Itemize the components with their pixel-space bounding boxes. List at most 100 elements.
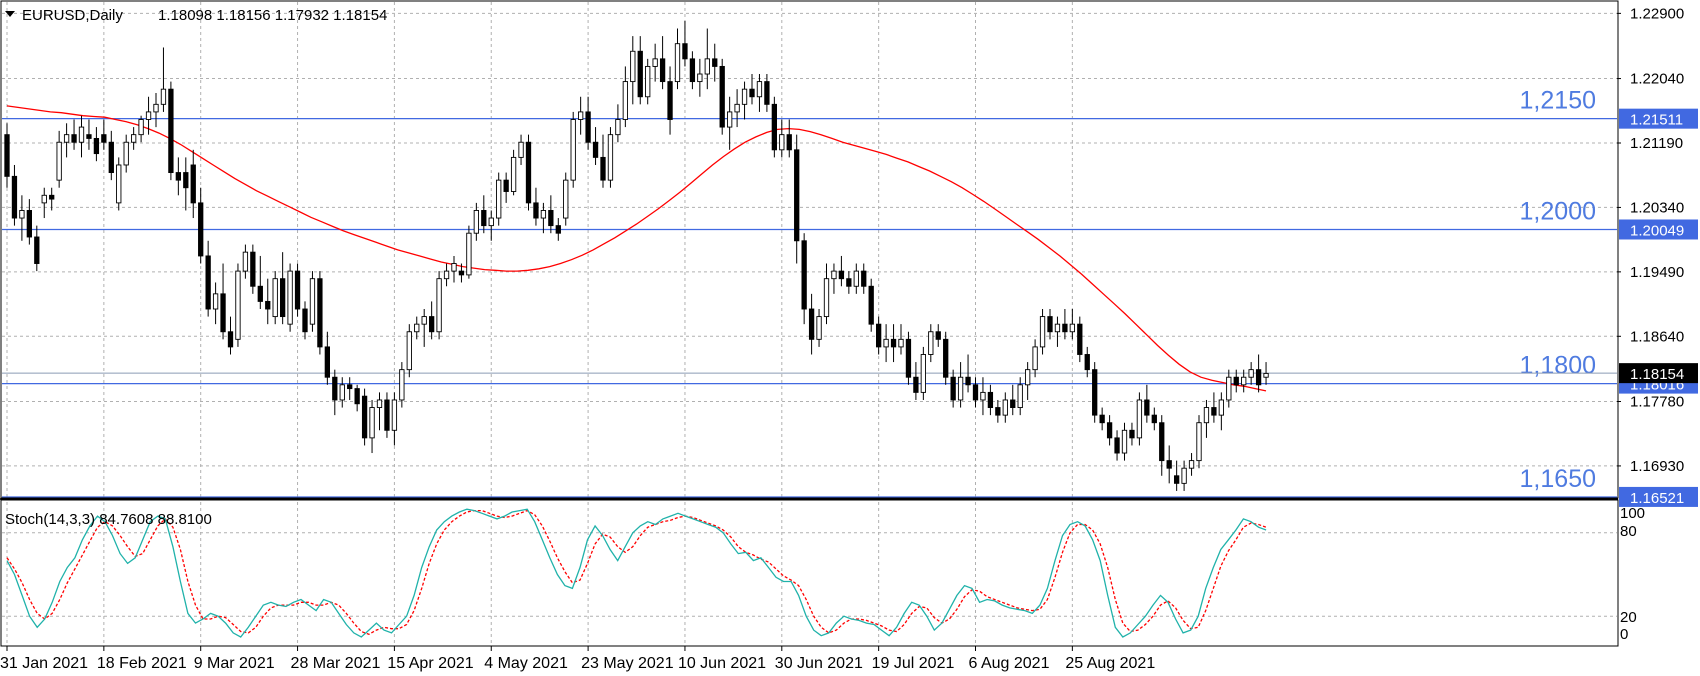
candle [674,28,681,90]
candle [689,51,696,90]
candle [1047,309,1053,340]
candle [704,28,710,90]
candle [347,377,353,400]
candle [838,255,845,287]
candle-body [332,376,338,401]
candle [1069,309,1076,340]
candle [332,369,338,416]
candle [212,282,219,325]
candle [63,123,70,158]
candle [980,377,986,416]
candle [719,58,725,135]
candle [876,316,882,355]
candle [1248,362,1254,385]
candle [1054,316,1061,347]
candle-body [741,88,748,105]
level-price-tag-box [1619,219,1698,240]
candle [56,130,62,188]
symbol-header[interactable]: EURUSD,Daily 1.18098 1.18156 1.17932 1.1… [5,7,387,24]
candle [935,324,941,347]
candle-body [1211,407,1217,416]
candle [272,271,278,325]
candle [898,324,904,355]
candle [779,119,785,158]
candle [533,187,539,226]
price-tick-label: 1.18640 [1630,328,1684,345]
candle-body [972,384,979,401]
date-tick-label: 28 Mar 2021 [291,655,381,672]
candle-body [4,134,10,177]
candle-body [712,58,718,67]
candle-body [1196,422,1202,462]
candle [429,301,435,340]
candle [488,210,494,241]
candle-body [19,210,25,219]
candle-body [592,141,599,158]
candle-body [1159,422,1165,462]
candle-body [1010,399,1016,409]
candle [1017,377,1023,416]
candle [667,66,673,135]
candle-body [443,270,450,280]
candle [741,81,748,120]
candle [11,164,18,226]
candle [324,331,330,385]
candle-body [384,399,390,431]
candle-body [1002,399,1008,416]
candle-body [93,137,100,155]
candle [630,36,636,105]
candle-body [56,141,62,181]
candle [734,89,740,128]
candle [1136,392,1143,446]
candle-body [965,376,971,386]
price-tick-label: 1.16930 [1630,458,1684,475]
candle [1233,369,1239,393]
candle-body [913,376,919,393]
level-label: 1,1650 [1520,465,1596,493]
price-tick-label: 1.22900 [1630,5,1684,22]
candle-body [302,308,308,333]
candle [108,130,114,181]
date-tick-label: 6 Aug 2021 [969,655,1050,672]
date-tick-label: 31 Jan 2021 [0,655,88,672]
candle-body [86,134,92,139]
candle-body [272,278,278,318]
candle-body [600,156,606,181]
candle-body [704,58,710,75]
candle [697,58,703,97]
candle [786,119,792,158]
candle [235,263,241,347]
candle [145,96,152,135]
moving-average-path [6,105,1267,392]
candle-body [570,119,576,181]
candle-body [309,278,316,325]
candle [78,115,85,158]
candle [183,157,189,211]
candle-body [280,278,286,318]
candle [242,244,249,279]
candle [518,134,524,165]
candle [1092,362,1098,423]
candle [1263,362,1269,385]
stoch-tick-label: 80 [1620,523,1637,540]
candle-body [1106,422,1113,439]
candle-body [1024,369,1031,386]
candle [93,127,100,162]
candle-body [734,103,740,113]
level-price-tag: 1.21511 [1619,108,1698,129]
dropdown-triangle-icon[interactable] [5,11,15,17]
candle-body [1062,323,1068,333]
candle-body [63,134,70,143]
candle-body [659,58,666,83]
candle-body [607,134,614,181]
candle [570,111,576,188]
candle [920,346,927,400]
level-price-tag: 1.20049 [1619,219,1698,240]
candle-body [1069,323,1076,333]
candle [1010,384,1016,416]
candle [1144,384,1150,423]
candle-body [1092,369,1098,416]
date-tick-label: 30 Jun 2021 [775,655,863,672]
candle [578,96,584,135]
